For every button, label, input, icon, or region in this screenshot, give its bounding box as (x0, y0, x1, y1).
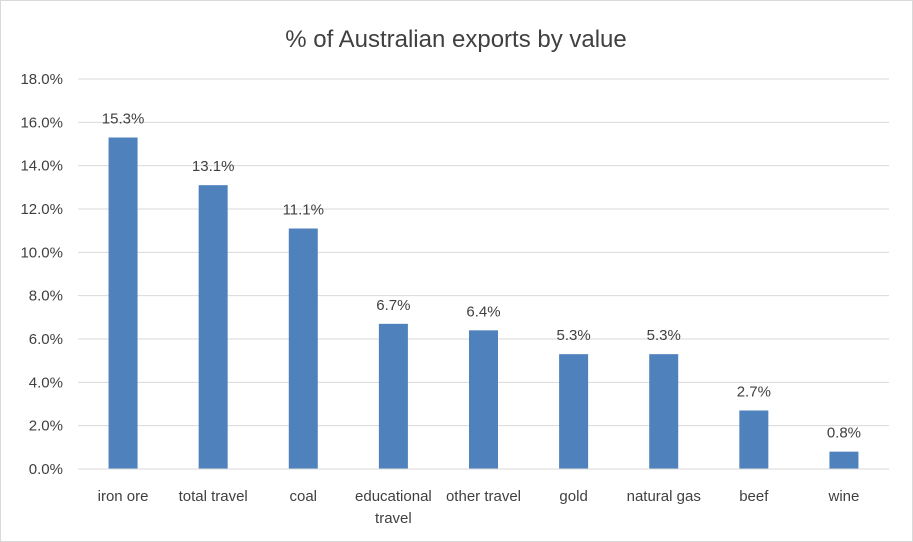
category-labels: iron ore total travel coal educational trave… (98, 488, 860, 527)
data-label: 5.3% (647, 327, 681, 344)
bars (108, 137, 859, 469)
category-label-line: travel (375, 510, 412, 527)
category-label: coal (290, 488, 318, 505)
bar (829, 451, 859, 469)
y-tick-label: 0.0% (29, 461, 63, 478)
y-tick-label: 12.0% (20, 201, 63, 218)
category-label-line: total travel (179, 488, 248, 505)
category-label-line: coal (290, 488, 318, 505)
category-label-line: other travel (446, 488, 521, 505)
bar (649, 354, 679, 469)
category-label: beef (739, 488, 769, 505)
bar (108, 137, 138, 469)
category-label-line: gold (559, 488, 587, 505)
category-label: total travel (179, 488, 248, 505)
bar (288, 228, 318, 469)
data-label: 2.7% (737, 384, 771, 401)
bar (559, 354, 589, 469)
y-tick-label: 6.0% (29, 331, 63, 348)
bar (739, 410, 769, 469)
category-label-line: natural gas (627, 488, 701, 505)
category-label: wine (828, 488, 860, 505)
data-label: 13.1% (192, 158, 235, 175)
data-label: 15.3% (102, 111, 145, 128)
chart-title: % of Australian exports by value (285, 26, 627, 53)
category-label-line: iron ore (98, 488, 149, 505)
y-tick-label: 4.0% (29, 374, 63, 391)
bar (198, 185, 228, 469)
y-axis-ticks: 0.0% 2.0% 4.0% 6.0% 8.0% 10.0% 12.0% 14.0% 16.0%… (20, 71, 63, 478)
category-label: gold (559, 488, 587, 505)
y-tick-label: 14.0% (20, 158, 63, 175)
category-label-line: educational (355, 488, 432, 505)
data-label: 6.7% (376, 297, 410, 314)
data-label: 11.1% (283, 202, 324, 219)
category-label: other travel (446, 488, 521, 505)
data-label: 6.4% (466, 303, 500, 320)
y-tick-label: 2.0% (29, 418, 63, 435)
y-tick-label: 8.0% (29, 288, 63, 305)
category-label-line: beef (739, 488, 769, 505)
category-label: natural gas (627, 488, 701, 505)
bar (469, 330, 498, 469)
category-label: educational travel (355, 488, 432, 527)
data-label: 0.8% (827, 425, 861, 442)
y-tick-label: 16.0% (20, 114, 63, 131)
data-labels: 15.3% 13.1% 11.1% 6.7% 6.4% 5.3% 5.3% 2.7% 0.8% (102, 111, 861, 442)
data-label: 5.3% (557, 327, 591, 344)
category-label-line: wine (828, 488, 860, 505)
bar (378, 323, 408, 469)
y-tick-label: 10.0% (20, 244, 63, 261)
y-tick-label: 18.0% (20, 71, 63, 88)
category-label: iron ore (98, 488, 149, 505)
